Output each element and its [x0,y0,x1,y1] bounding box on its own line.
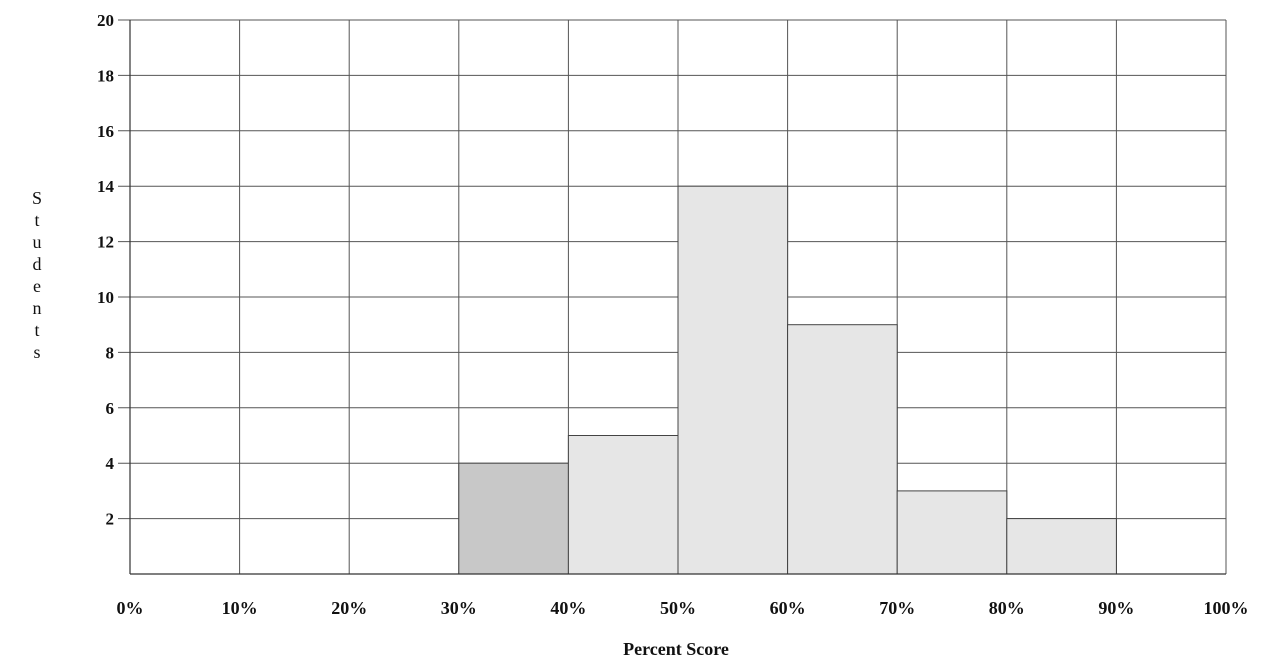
x-tick-labels: 0% 10% 20% 30% 40% 50% 60% 70% 80% 90% 100% [117,598,1249,618]
y-tick-label-18: 18 [97,66,114,85]
y-axis-label-letter-2: u [33,232,42,252]
x-axis-label: Percent Score [623,639,729,659]
y-tick-label-8: 8 [106,343,115,362]
y-tick-label-12: 12 [97,233,114,252]
y-axis-label-letter-7: s [33,342,40,362]
bar-60-70 [787,324,898,575]
x-tick-label-6: 60% [770,598,806,618]
bar-80-90 [1006,518,1117,575]
x-tick-label-9: 90% [1098,598,1134,618]
bar-50-60 [677,185,789,575]
y-tick-label-20: 20 [97,11,114,30]
x-tick-label-8: 80% [989,598,1025,618]
y-tick-label-6: 6 [106,399,115,418]
y-axis-label-letter-3: d [33,254,42,274]
x-tick-label-0: 0% [117,598,144,618]
bar-40-50 [567,435,679,575]
y-axis-label-letter-0: S [32,188,42,208]
x-tick-label-1: 10% [222,598,258,618]
y-tick-label-4: 4 [106,454,115,473]
y-axis-label-letter-4: e [33,276,41,296]
y-axis-label-letter-5: n [33,298,42,318]
y-tick-label-16: 16 [97,122,114,141]
y-tick-label-10: 10 [97,288,114,307]
y-axis-label-letter-6: t [34,320,39,340]
x-tick-label-3: 30% [441,598,477,618]
y-tick-label-2: 2 [106,510,115,529]
bars [458,185,1117,575]
x-tick-label-7: 70% [879,598,915,618]
bar-30-40 [458,462,569,575]
axes [129,20,1226,575]
x-tick-label-2: 20% [331,598,367,618]
y-axis-label-letter-1: t [34,210,39,230]
x-tick-label-4: 40% [550,598,586,618]
y-tick-labels: 2 4 6 8 10 12 14 16 18 20 [97,11,115,529]
x-tick-label-5: 50% [660,598,696,618]
y-tick-label-14: 14 [97,177,115,196]
x-tick-label-10: 100% [1204,598,1249,618]
bar-70-80 [896,490,1008,575]
